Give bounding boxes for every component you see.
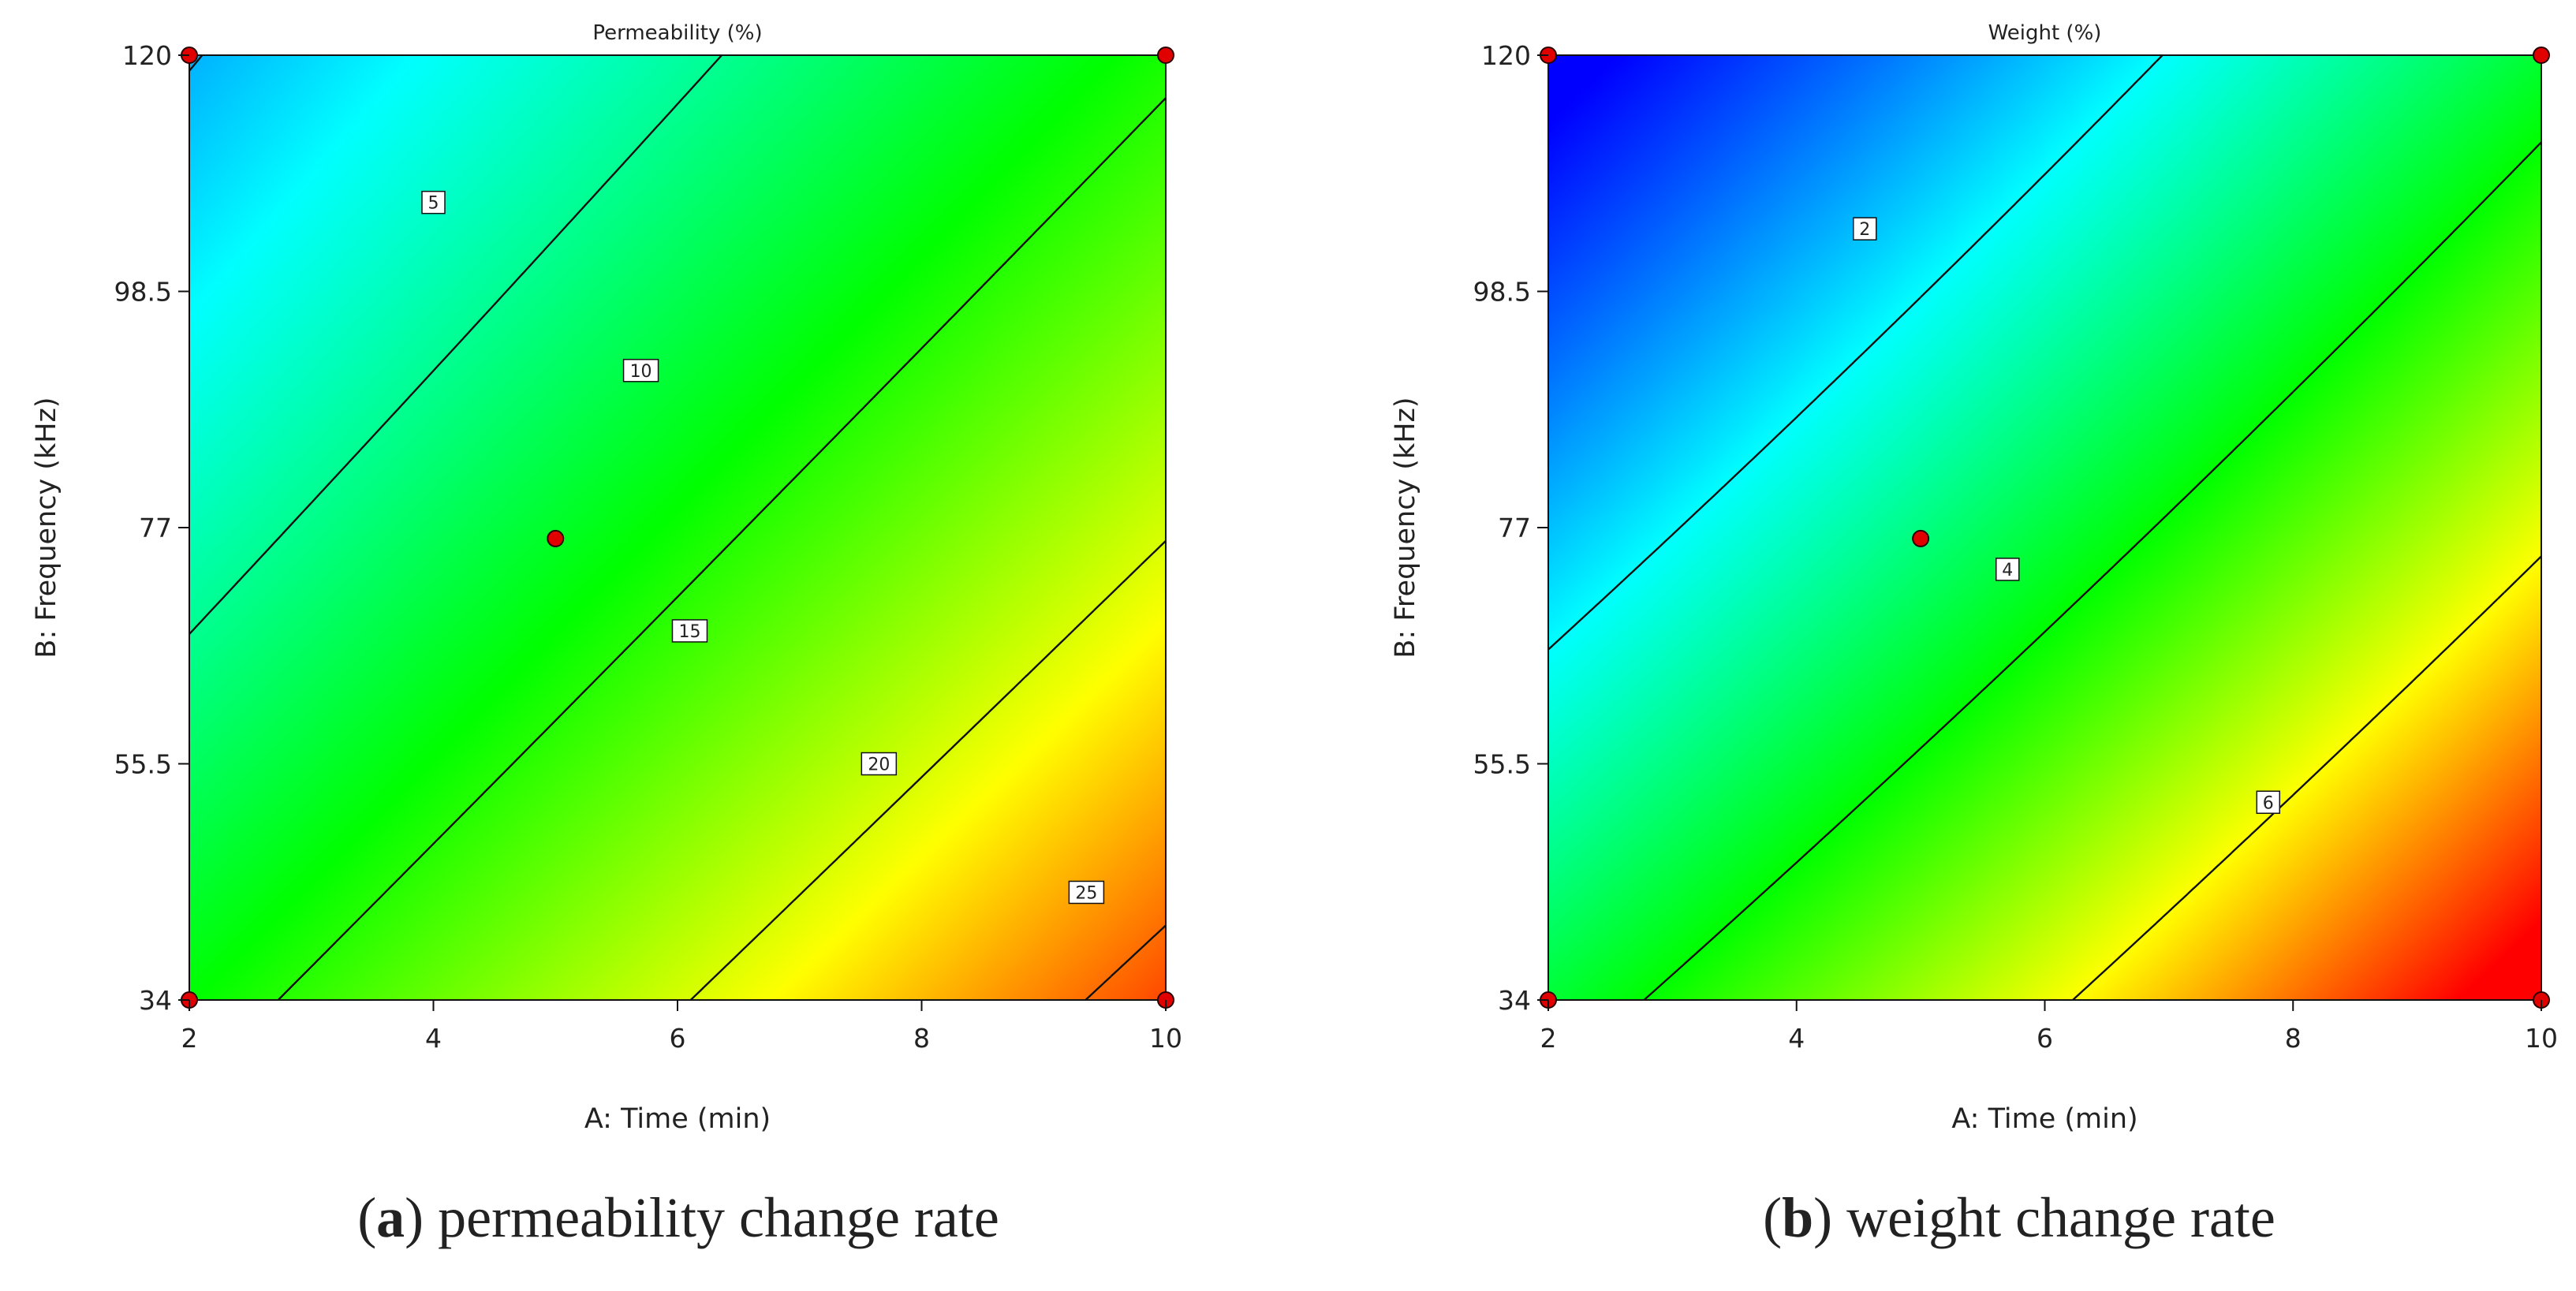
panel-a: 5 10 15 20 25 Permeability (%) 2 4 6 8 10 34 55.5 77 9…: [31, 21, 1182, 1249]
y-tick-label: 98.5: [1473, 277, 1531, 308]
caption-paren: ): [1813, 1186, 1832, 1249]
x-tick-label: 10: [2525, 1023, 2558, 1054]
caption-text: weight change rate: [1832, 1186, 2275, 1249]
panel-b: 2 4 6 Weight (%) 2 4 6 8 10 34 55.5 77 98.5 120 A: Tim…: [1390, 21, 2558, 1249]
contour-label-box: [1995, 558, 2020, 581]
caption-paren: ): [405, 1186, 424, 1249]
contour-label-box: [2256, 790, 2281, 815]
contour-label-box: [622, 359, 659, 382]
contour-label: 6: [2263, 793, 2274, 813]
y-tick-label: 55.5: [1473, 749, 1531, 780]
panel-caption: (a) permeability change rate: [357, 1186, 999, 1249]
x-tick-label: 2: [1540, 1023, 1557, 1054]
contour-line: [277, 97, 1167, 1001]
y-tick-label: 34: [139, 985, 172, 1016]
y-axis-label: B: Frequency (kHz): [31, 397, 62, 658]
contour-label-box: [671, 619, 708, 643]
contour-label-box: [421, 190, 446, 215]
caption-paren: (: [1763, 1186, 1782, 1249]
chart-title: Weight (%): [1988, 21, 2102, 45]
x-tick-label: 10: [1149, 1023, 1182, 1054]
y-tick-label: 120: [122, 40, 172, 71]
contour-label-box: [1853, 217, 1877, 241]
contour-line: [1547, 54, 2163, 651]
y-tick-label: 77: [1498, 513, 1531, 543]
contour-line: [1643, 141, 2542, 1001]
design-point: [1157, 47, 1174, 64]
contour-label: 25: [1075, 883, 1097, 903]
contour-label: 15: [678, 622, 700, 642]
contour-label: 10: [630, 362, 652, 382]
y-tick-label: 77: [139, 513, 172, 543]
y-tick-label: 34: [1498, 985, 1531, 1016]
contour-line: [689, 539, 1167, 1001]
contour-label-box: [1068, 880, 1105, 905]
x-tick-label: 8: [913, 1023, 930, 1054]
heatmap-field: [1548, 55, 2541, 1000]
contour-line: [2072, 555, 2542, 1001]
y-tick-label: 120: [1481, 40, 1531, 71]
design-point: [2533, 47, 2550, 64]
heatmap-field: [189, 55, 1166, 1000]
design-point: [547, 529, 565, 547]
design-point: [1912, 529, 1930, 547]
x-tick-label: 8: [2285, 1023, 2302, 1054]
x-tick-label: 4: [425, 1023, 442, 1054]
contour-label-box: [861, 752, 898, 776]
contour-line: [189, 54, 203, 72]
x-axis-label: A: Time (min): [584, 1103, 771, 1135]
caption-text: permeability change rate: [424, 1186, 999, 1249]
contour-label: 20: [868, 756, 890, 775]
contour-label: 5: [428, 194, 439, 214]
caption-letter: a: [376, 1186, 405, 1249]
caption-paren: (: [357, 1186, 376, 1249]
x-axis-label: A: Time (min): [1951, 1103, 2137, 1135]
caption-letter: b: [1782, 1186, 1813, 1249]
y-tick-label: 98.5: [114, 277, 172, 308]
x-tick-label: 6: [2037, 1023, 2053, 1054]
chart-title: Permeability (%): [592, 21, 762, 45]
contour-label: 4: [2002, 561, 2013, 580]
contour-label: 2: [1859, 220, 1870, 240]
y-axis-label: B: Frequency (kHz): [1390, 397, 1421, 658]
x-tick-label: 2: [181, 1023, 198, 1054]
panel-caption: (b) weight change rate: [1763, 1186, 2275, 1249]
x-tick-label: 6: [670, 1023, 686, 1054]
x-tick-label: 4: [1788, 1023, 1805, 1054]
y-tick-label: 55.5: [114, 749, 172, 780]
